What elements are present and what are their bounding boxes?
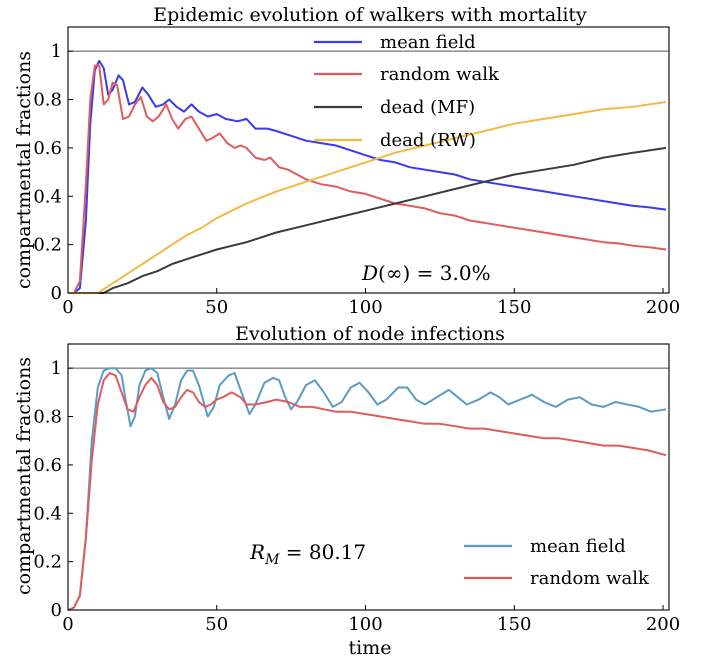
y-tick-label: 0 (51, 283, 62, 304)
y-tick-label: 0 (51, 600, 62, 621)
series-line-mean-field (67, 367, 667, 611)
series-line-dead-rw (68, 101, 667, 294)
bottom-annotation: RM = 80.17 (249, 540, 366, 568)
x-tick-label: 0 (62, 297, 73, 318)
y-tick-label: 0.6 (33, 138, 62, 159)
legend-label-mean-field-bottom: mean field (530, 536, 626, 557)
x-tick-label: 200 (646, 614, 680, 635)
legend-label-random-walk-bottom: random walk (530, 568, 650, 589)
y-tick-label: 0.2 (33, 552, 62, 573)
top-series-lines (68, 59, 667, 294)
top-plot-frame (67, 26, 670, 294)
series-line-random-walk (67, 372, 667, 611)
bottom-y-axis-label: compartmental fractions (13, 357, 35, 595)
series-line-dead-mf (68, 146, 667, 294)
x-tick-label: 100 (348, 297, 382, 318)
legend-label-random-walk-top: random walk (380, 64, 500, 85)
top-y-axis-label: compartmental fractions (13, 51, 35, 289)
x-tick-label: 0 (62, 614, 73, 635)
bottom-series-lines (67, 367, 667, 611)
bottom-plot-frame (67, 343, 670, 611)
x-tick-label: 100 (348, 614, 382, 635)
legend-label-dead-rw: dead (RW) (380, 130, 476, 151)
bottom-x-axis-label: time (349, 637, 392, 659)
x-tick-label: 50 (205, 297, 228, 318)
series-line-mean-field (68, 59, 667, 294)
y-tick-label: 0.2 (33, 235, 62, 256)
bottom-legend: mean field random walk (464, 536, 650, 589)
y-tick-label: 0.8 (33, 90, 62, 111)
y-tick-label: 0.4 (33, 503, 62, 524)
top-annotation: D(∞) = 3.0% (361, 261, 491, 285)
bottom-chart-title: Evolution of node infections (235, 323, 505, 345)
y-tick-label: 0.8 (33, 407, 62, 428)
legend-label-dead-mf: dead (MF) (380, 97, 475, 118)
top-legend: mean field random walk dead (MF) dead (R… (314, 32, 500, 151)
legend-label-mean-field-top: mean field (380, 32, 476, 53)
top-axis-ticks: 0 50 100 150 200 0 0.2 0.4 0.6 0.8 1 (33, 41, 680, 318)
series-line-random-walk (68, 64, 667, 294)
panel-bottom: Evolution of node infections compartment… (13, 323, 680, 659)
panel-top: Epidemic evolution of walkers with morta… (13, 4, 680, 318)
x-tick-label: 50 (205, 614, 228, 635)
bottom-axis-ticks: 0 50 100 150 200 0 0.2 0.4 0.6 0.8 1 (33, 358, 680, 635)
y-tick-label: 0.6 (33, 455, 62, 476)
x-tick-label: 200 (646, 297, 680, 318)
y-tick-label: 0.4 (33, 186, 62, 207)
x-tick-label: 150 (497, 614, 531, 635)
top-chart-title: Epidemic evolution of walkers with morta… (153, 4, 587, 26)
y-tick-label: 1 (51, 358, 62, 379)
x-tick-label: 150 (497, 297, 531, 318)
y-tick-label: 1 (51, 41, 62, 62)
